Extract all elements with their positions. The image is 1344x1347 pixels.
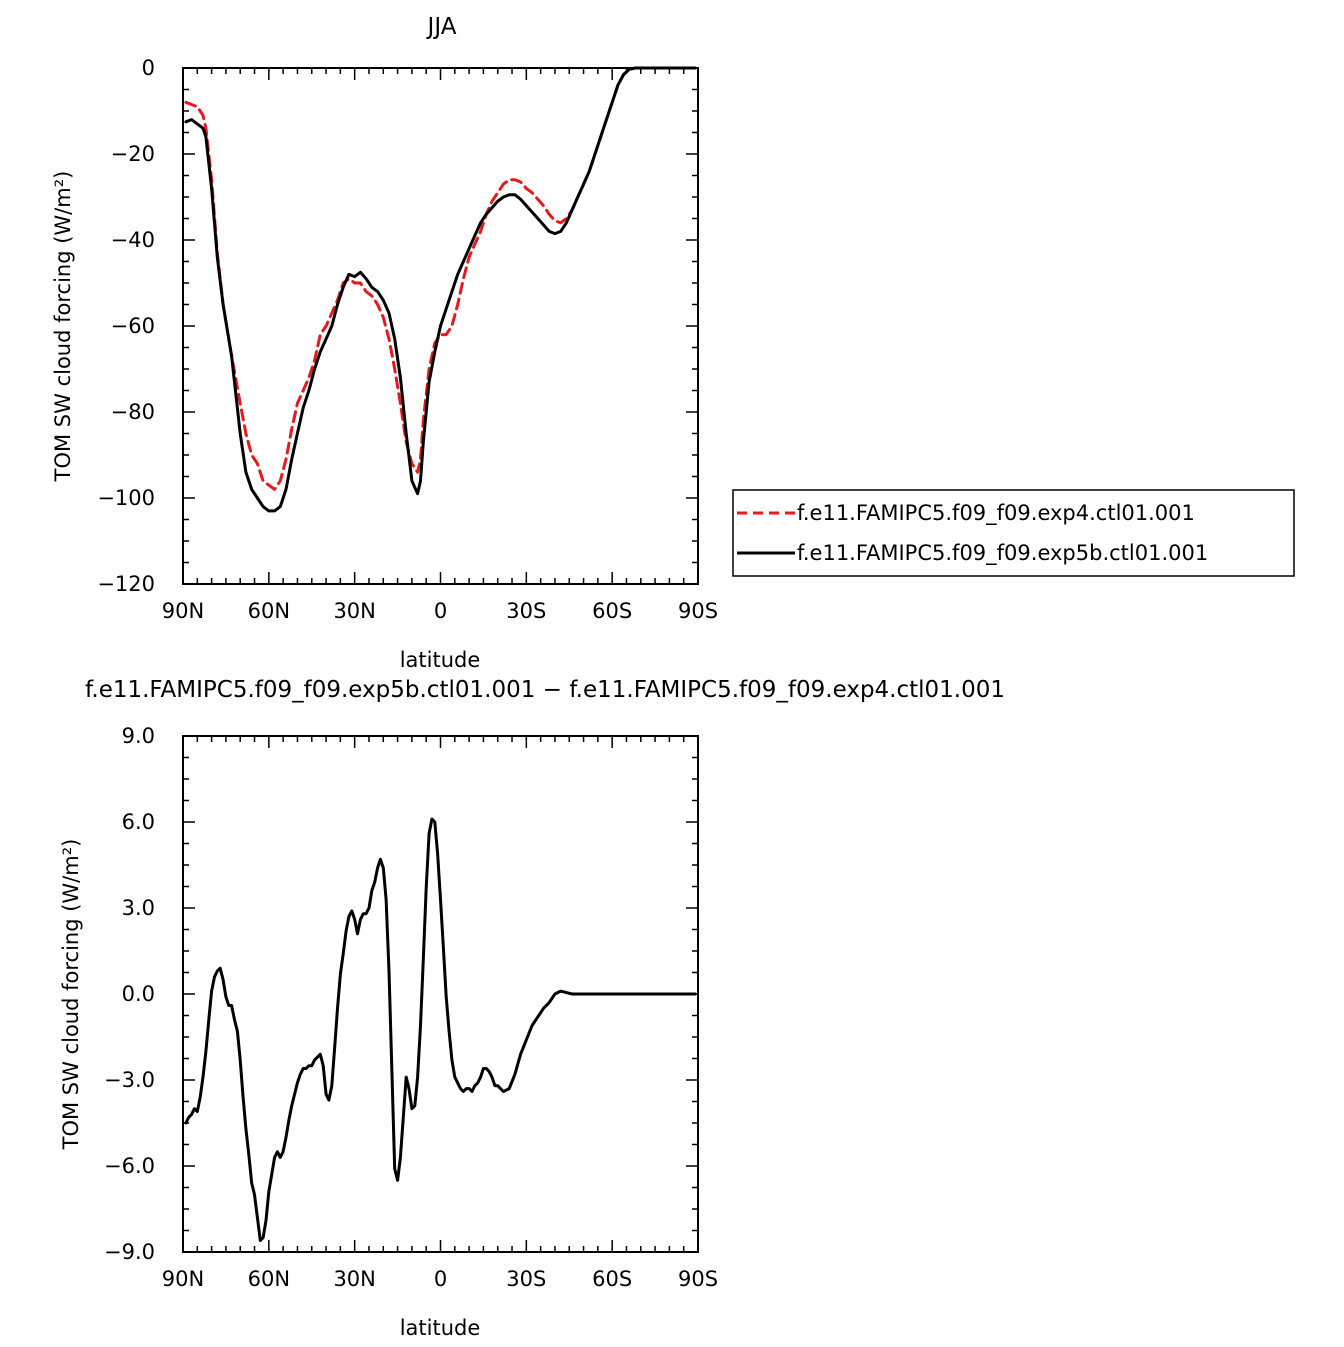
top-series-line-1	[184, 66, 697, 513]
bottom-y-tick-label: 3.0	[122, 896, 155, 920]
bottom-x-tick-label: 60N	[248, 1267, 290, 1291]
top-x-tick-label: 90S	[678, 599, 718, 623]
top-x-tick-label: 90N	[162, 599, 204, 623]
bottom-y-axis-label: TOM SW cloud forcing (W/m²)	[59, 839, 83, 1151]
top-y-tick-label: −60	[111, 314, 155, 338]
top-panel: JJA 90N 60N 30N 0 30S 60S 90S 0 −20 −40 −60 −80 −100…	[51, 14, 718, 672]
top-y-tick-label: 0	[142, 56, 155, 80]
top-y-tick-label: −20	[111, 142, 155, 166]
bottom-series-line-0	[184, 817, 697, 1242]
bottom-x-tick-label: 90S	[678, 1267, 718, 1291]
legend: f.e11.FAMIPC5.f09_f09.exp4.ctl01.001 f.e…	[732, 489, 1295, 577]
bottom-y-tick-label: 0.0	[122, 982, 155, 1006]
top-ticks-layer: 90N 60N 30N 0 30S 60S 90S 0 −20 −40 −60 −80 −100 −120	[97, 56, 718, 623]
bottom-y-tick-label: 6.0	[122, 810, 155, 834]
bottom-x-tick-label: 30S	[506, 1267, 546, 1291]
top-series-layer	[184, 66, 697, 513]
bottom-y-tick-label: −9.0	[104, 1240, 155, 1264]
legend-frame	[732, 489, 1295, 577]
top-x-tick-label: 0	[434, 599, 447, 623]
top-y-tick-label: −80	[111, 400, 155, 424]
bottom-chart-title: f.e11.FAMIPC5.f09_f09.exp5b.ctl01.001 − …	[85, 677, 1005, 703]
top-y-tick-label: −100	[97, 486, 155, 510]
bottom-x-tick-label: 60S	[592, 1267, 632, 1291]
bottom-y-tick-label: −3.0	[104, 1068, 155, 1092]
bottom-ticks-layer: 90N 60N 30N 0 30S 60S 90S 9.0 6.0 3.0 0.0 −3.0 −6.0 −…	[104, 724, 718, 1291]
bottom-series-layer	[184, 817, 697, 1242]
bottom-x-tick-label: 0	[434, 1267, 447, 1291]
top-y-tick-label: −120	[97, 572, 155, 596]
legend-label-exp4: f.e11.FAMIPC5.f09_f09.exp4.ctl01.001	[797, 501, 1195, 526]
legend-label-exp5b: f.e11.FAMIPC5.f09_f09.exp5b.ctl01.001	[797, 541, 1208, 566]
top-x-tick-label: 30S	[506, 599, 546, 623]
top-x-tick-label: 60S	[592, 599, 632, 623]
top-x-tick-label: 30N	[333, 599, 375, 623]
top-x-axis-label: latitude	[400, 648, 481, 672]
bottom-x-tick-label: 30N	[333, 1267, 375, 1291]
top-x-tick-label: 60N	[248, 599, 290, 623]
bottom-y-tick-label: −6.0	[104, 1154, 155, 1178]
top-y-tick-label: −40	[111, 228, 155, 252]
bottom-x-tick-label: 90N	[162, 1267, 204, 1291]
top-y-axis-label: TOM SW cloud forcing (W/m²)	[51, 171, 75, 483]
bottom-y-tick-label: 9.0	[122, 724, 155, 748]
bottom-panel: f.e11.FAMIPC5.f09_f09.exp5b.ctl01.001 − …	[59, 677, 1005, 1340]
top-series-line-0	[184, 66, 697, 491]
top-chart-title: JJA	[426, 14, 457, 40]
bottom-x-axis-label: latitude	[400, 1316, 481, 1340]
